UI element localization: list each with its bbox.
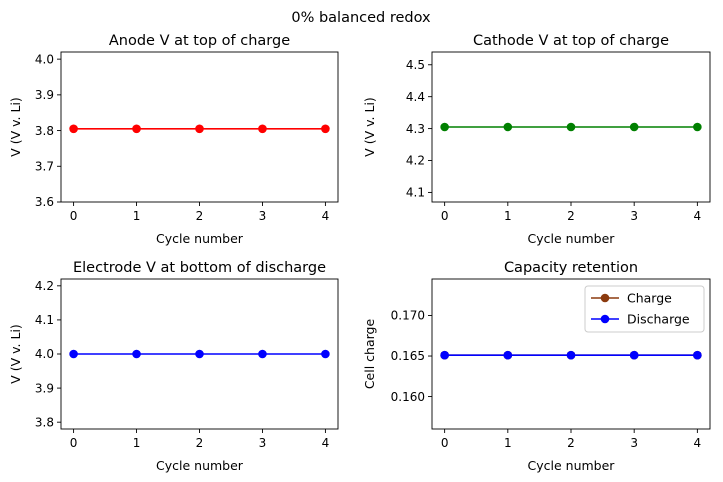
chart-4-series-2	[440, 350, 702, 360]
chart-2-ytick-label: 4.4	[406, 90, 425, 104]
chart-2-axes-frame	[431, 51, 711, 203]
chart-1: Anode V at top of charge 0 1 2 3 4 3.6 3.7 3.8 3.…	[8, 33, 339, 246]
chart-3-data-point	[69, 349, 78, 359]
chart-2-ytick-label: 4.1	[406, 186, 425, 200]
chart-3-xlabel: Cycle number	[156, 458, 244, 473]
chart-1-ytick-label: 3.8	[35, 124, 54, 138]
chart-4-xtick-label: 3	[630, 436, 638, 450]
chart-2-ytick-label: 4.3	[406, 122, 425, 136]
chart-4-data-point	[440, 350, 449, 360]
chart-2-data-point	[566, 122, 576, 132]
chart-3-ytick-label: 3.9	[35, 381, 54, 395]
chart-3-ytick-label: 4.2	[35, 279, 54, 293]
chart-4-xtick-label: 4	[694, 436, 702, 450]
chart-4-data-point	[503, 350, 513, 360]
chart-1-xtick-label: 2	[196, 209, 204, 223]
chart-3-axes-frame	[60, 278, 339, 430]
chart-1-axes-frame	[60, 51, 339, 203]
chart-3-ytick-label: 3.8	[35, 415, 54, 429]
chart-3-xtick-label: 4	[322, 436, 330, 450]
chart-1-data-point	[69, 124, 78, 134]
chart-4-data-point	[566, 350, 576, 360]
chart-3-ytick-label: 4.1	[35, 313, 54, 327]
chart-3-data-point	[132, 349, 141, 359]
chart-3-ylabel: V (V v. Li)	[8, 324, 23, 384]
chart-2-xlabel: Cycle number	[528, 231, 616, 246]
chart-2-xtick-label: 2	[567, 209, 575, 223]
chart-4-legend: Charge Discharge	[584, 285, 705, 333]
chart-2-xtick-label: 0	[441, 209, 449, 223]
chart-1-xtick-label: 4	[322, 209, 330, 223]
legend-item-1: Charge	[591, 291, 672, 306]
chart-3-data-point	[321, 349, 330, 359]
chart-4-axes-frame	[431, 278, 711, 430]
chart-4-ytick-label: 0.165	[391, 349, 425, 363]
chart-3-title: Electrode V at bottom of discharge	[73, 260, 326, 276]
chart-1-data-point	[258, 124, 267, 134]
legend-label: Charge	[627, 291, 672, 306]
legend-marker	[600, 293, 610, 303]
chart-2-data-point	[629, 122, 639, 132]
chart-3-xtick-label: 0	[70, 436, 78, 450]
chart-2-xtick-label: 1	[504, 209, 512, 223]
chart-3-xtick-label: 1	[133, 436, 141, 450]
chart-2-xtick-label: 3	[630, 209, 638, 223]
chart-1-ytick-label: 3.7	[35, 159, 54, 173]
legend-item-2: Discharge	[591, 312, 690, 327]
chart-4-xlabel: Cycle number	[528, 458, 616, 473]
chart-4-ytick-label: 0.170	[391, 309, 425, 323]
chart-4-xtick-label: 0	[441, 436, 449, 450]
chart-3-xtick-label: 2	[196, 436, 204, 450]
chart-1-xtick-label: 1	[133, 209, 141, 223]
chart-3-series-1	[69, 349, 330, 359]
chart-2-data-point	[440, 122, 449, 132]
chart-2-ytick-label: 4.2	[406, 154, 425, 168]
legend-label: Discharge	[627, 312, 690, 327]
subplot-grid: Anode V at top of charge 0 1 2 3 4 3.6 3.7 3.8 3.…	[8, 33, 711, 473]
chart-2-ylabel: V (V v. Li)	[362, 97, 377, 157]
chart-2: Cathode V at top of charge 0 1 2 3 4 4.1 4.2 4.3…	[362, 33, 711, 246]
chart-4-title: Capacity retention	[504, 260, 638, 276]
chart-1-ytick-label: 4.0	[35, 52, 54, 66]
chart-1-ytick-label: 3.9	[35, 88, 54, 102]
chart-4-data-point	[629, 350, 639, 360]
chart-1-data-point	[132, 124, 141, 134]
chart-1-title: Anode V at top of charge	[109, 33, 290, 49]
chart-3-data-point	[258, 349, 267, 359]
chart-2-data-point	[693, 122, 702, 132]
chart-2-data-point	[503, 122, 513, 132]
chart-4: Capacity retention 0 1 2 3 4 0.160 0.165 0.170 Cy…	[362, 260, 711, 473]
chart-4-ylabel: Cell charge	[362, 319, 377, 390]
chart-3-ytick-label: 4.0	[35, 347, 54, 361]
chart-4-ytick-label: 0.160	[391, 390, 425, 404]
chart-4-data-point	[693, 350, 702, 360]
chart-2-ytick-label: 4.5	[406, 58, 425, 72]
chart-4-xtick-label: 2	[567, 436, 575, 450]
chart-1-xlabel: Cycle number	[156, 231, 244, 246]
legend-marker	[600, 314, 610, 324]
chart-2-title: Cathode V at top of charge	[473, 33, 669, 49]
chart-3-xtick-label: 3	[259, 436, 267, 450]
chart-2-xtick-label: 4	[694, 209, 702, 223]
chart-1-series-1	[69, 124, 330, 134]
chart-1-xtick-label: 0	[70, 209, 78, 223]
chart-1-data-point	[321, 124, 330, 134]
chart-1-ytick-label: 3.6	[35, 195, 54, 209]
figure-suptitle: 0% balanced redox	[291, 10, 431, 26]
chart-1-data-point	[195, 124, 204, 134]
chart-3: Electrode V at bottom of discharge 0 1 2 3 4 3…	[8, 260, 339, 473]
chart-1-xtick-label: 3	[259, 209, 267, 223]
chart-4-xtick-label: 1	[504, 436, 512, 450]
chart-1-ylabel: V (V v. Li)	[8, 97, 23, 157]
chart-2-series-1	[440, 122, 702, 132]
chart-3-data-point	[195, 349, 204, 359]
